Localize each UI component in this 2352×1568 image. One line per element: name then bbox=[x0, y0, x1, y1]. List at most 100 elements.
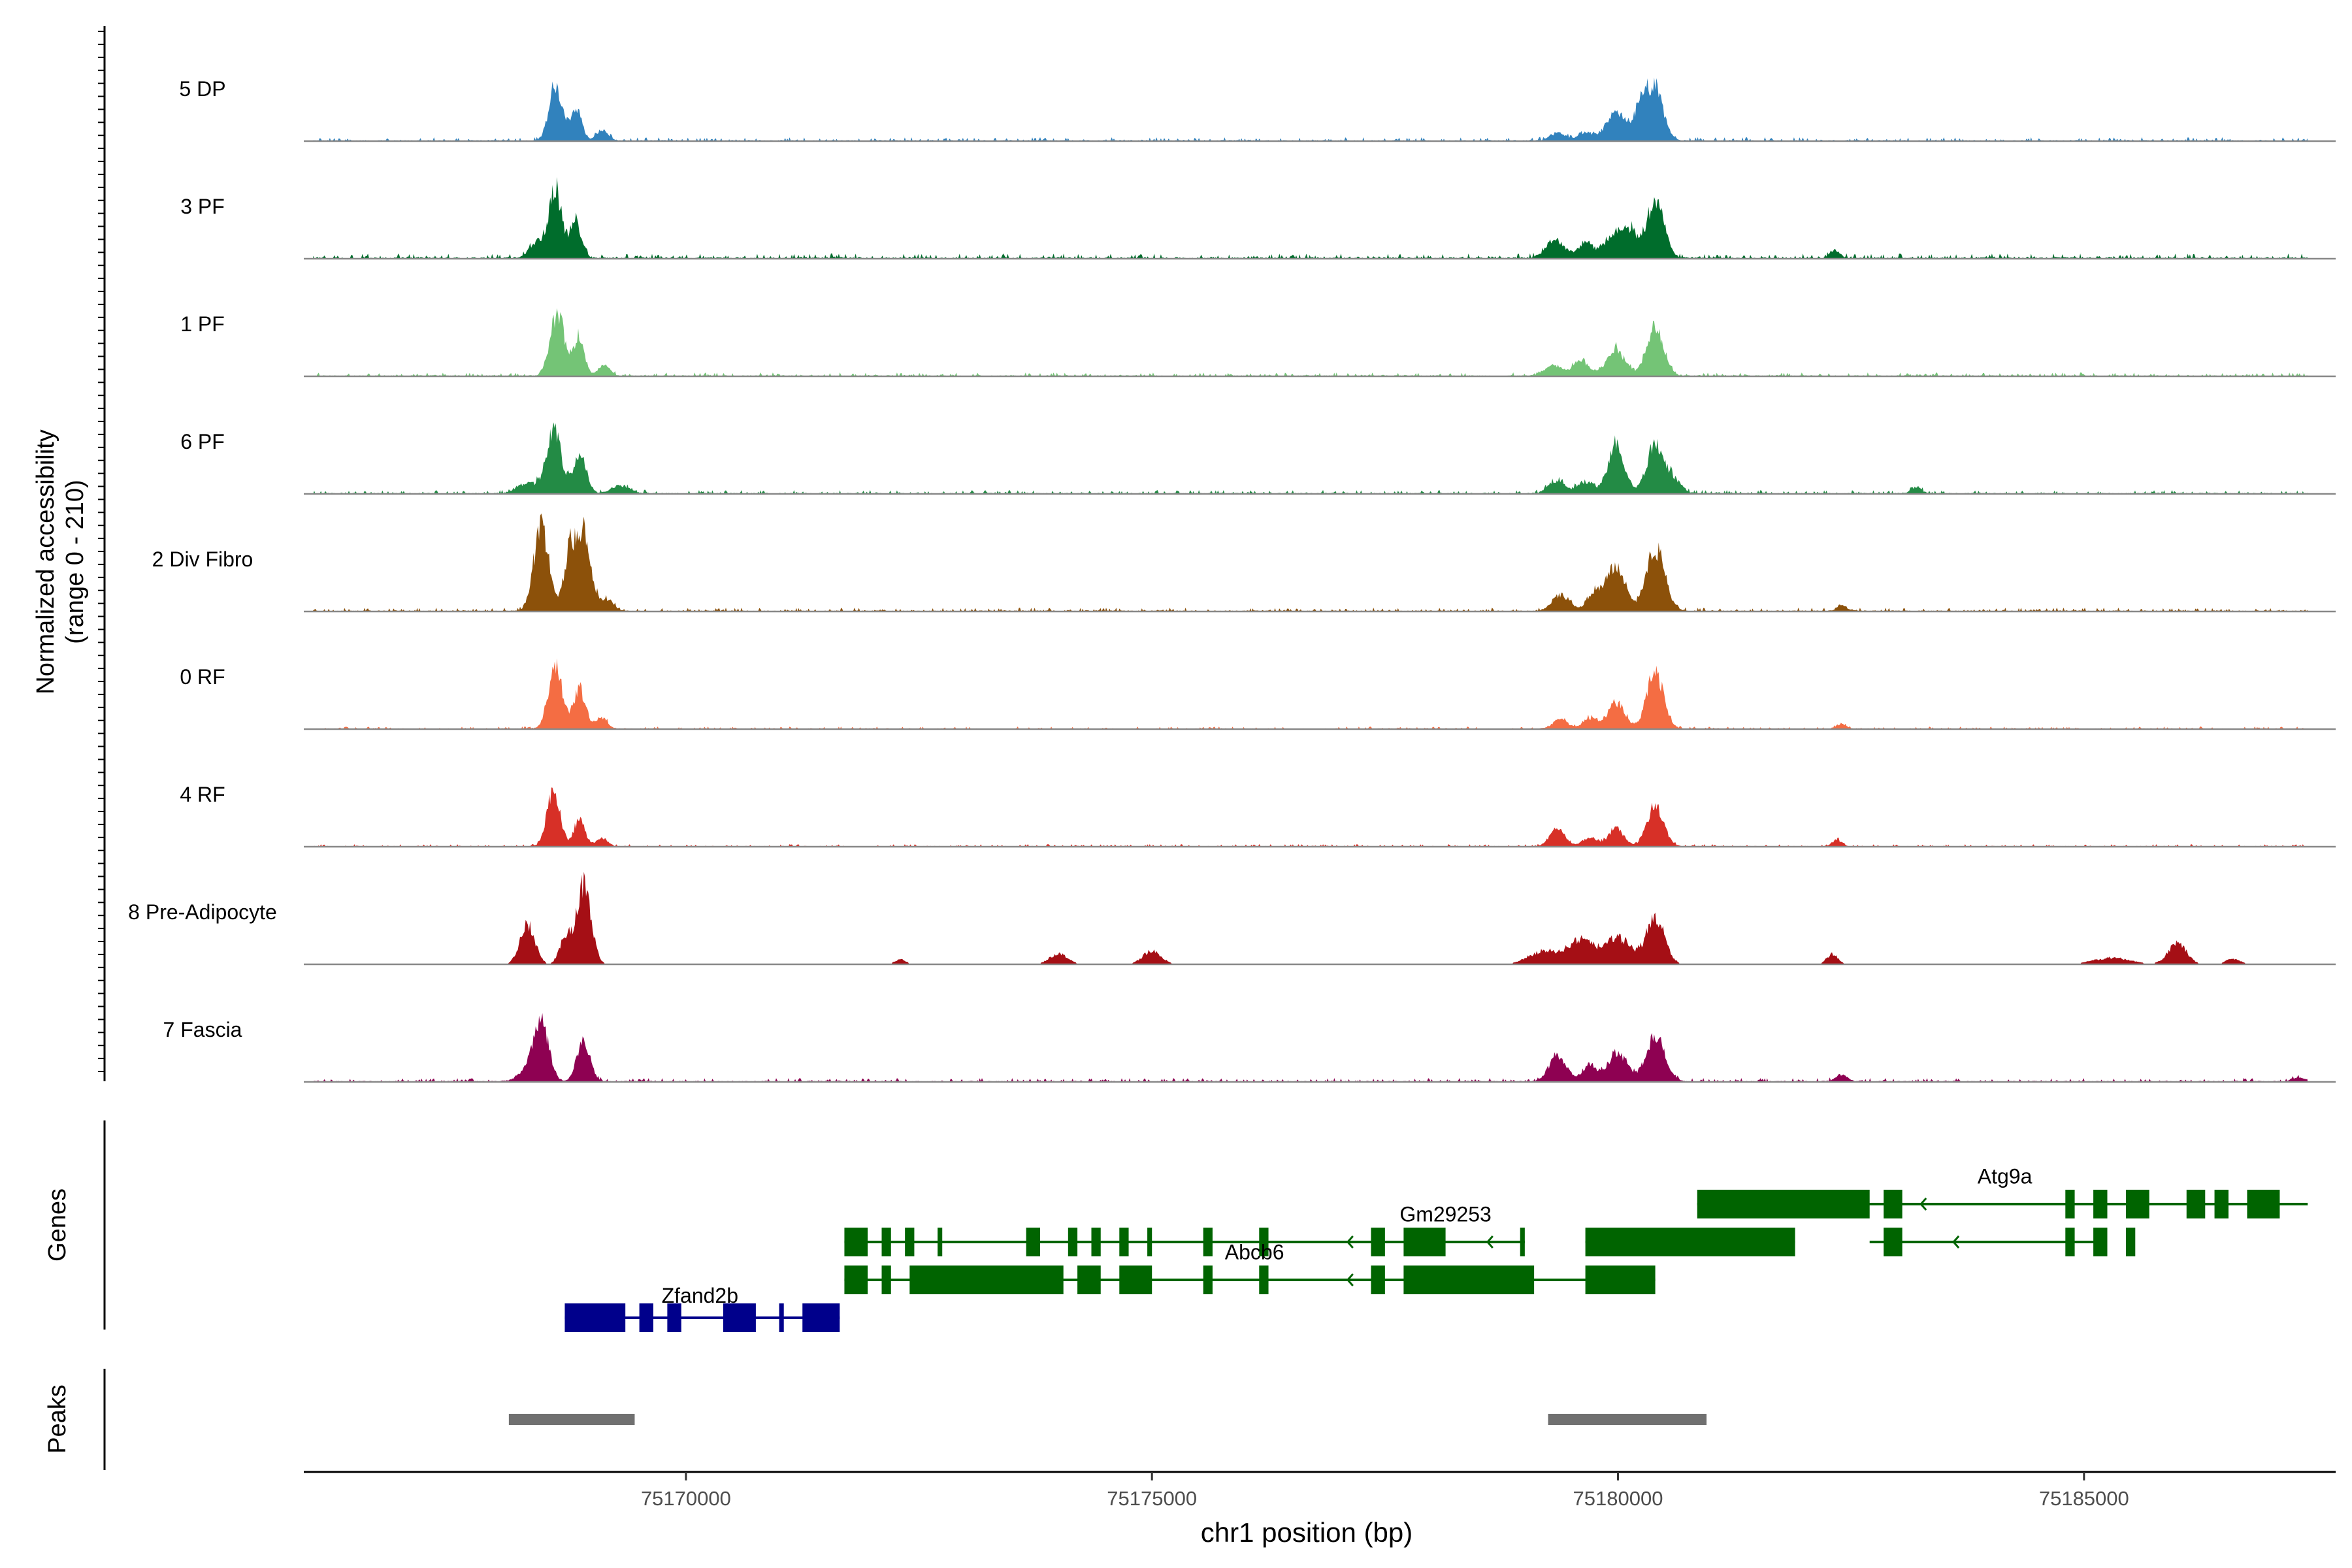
gene-exon bbox=[2065, 1228, 2075, 1256]
strand-arrow bbox=[1952, 1235, 1960, 1249]
gene-exon bbox=[1203, 1228, 1213, 1256]
track-6: 0 RF bbox=[180, 658, 2336, 730]
gene-exon bbox=[1697, 1190, 1870, 1218]
gene-exon bbox=[2247, 1190, 2280, 1218]
gene-exon bbox=[1026, 1228, 1041, 1256]
gene-exon bbox=[2186, 1190, 2206, 1218]
strand-arrow bbox=[1346, 1235, 1354, 1249]
track-1: 5 DP bbox=[179, 77, 2336, 142]
coverage-y-axis bbox=[98, 26, 106, 1081]
gene-exon bbox=[2093, 1228, 2108, 1256]
gene-exon bbox=[1119, 1228, 1129, 1256]
gene-exon bbox=[1585, 1266, 1656, 1294]
gene-label: Gm29253 bbox=[1399, 1203, 1492, 1226]
track-7: 4 RF bbox=[180, 783, 2336, 848]
gene-exon bbox=[2126, 1190, 2149, 1218]
x-tick-label: 75185000 bbox=[2039, 1487, 2129, 1510]
peak-region bbox=[508, 1414, 635, 1425]
gene-exon bbox=[1403, 1228, 1446, 1256]
gene-exon bbox=[2214, 1190, 2229, 1218]
gene-exon bbox=[881, 1266, 891, 1294]
x-axis: 75170000 75175000 75180000 75185000 bbox=[304, 1471, 2336, 1510]
gene-exon bbox=[1371, 1266, 1385, 1294]
gene-exon bbox=[1884, 1190, 1903, 1218]
genes-panel: Zfand2b Abcb6 Gm29253 Atg9a bbox=[103, 1120, 2308, 1332]
coverage-area bbox=[313, 1013, 2308, 1082]
gene-exon bbox=[1147, 1228, 1152, 1256]
track-3: 1 PF bbox=[180, 308, 2336, 378]
gene-atg9a-tx2- bbox=[1869, 1228, 2136, 1256]
genes-panel-label: Genes bbox=[44, 1188, 71, 1262]
coverage-area bbox=[313, 514, 2308, 612]
track-4: 6 PF bbox=[180, 422, 2336, 495]
coverage-area bbox=[313, 77, 2308, 141]
gene-zfand2b: Zfand2b bbox=[564, 1284, 840, 1332]
gene-exon bbox=[844, 1228, 868, 1256]
coverage-tracks: 5 DP 3 PF 1 PF 6 PF 2 Div Fibro 0 RF 4 RF 8 Pre… bbox=[128, 77, 2336, 1083]
gene-exon bbox=[1520, 1228, 1525, 1256]
gene-exon bbox=[1259, 1266, 1269, 1294]
x-axis-label: chr1 position (bp) bbox=[1201, 1517, 1413, 1548]
strand-arrow bbox=[1346, 1273, 1354, 1286]
gene-abcb6-tx2- bbox=[844, 1266, 1656, 1294]
gene-exon bbox=[844, 1266, 868, 1294]
track-label: 2 Div Fibro bbox=[152, 547, 253, 571]
x-tick-label: 75175000 bbox=[1107, 1487, 1197, 1510]
gene-gm29253: Gm29253 bbox=[1399, 1203, 1795, 1256]
gene-exon bbox=[938, 1228, 943, 1256]
gene-exon bbox=[667, 1303, 681, 1332]
track-9: 7 Fascia bbox=[163, 1013, 2336, 1083]
gene-exon bbox=[909, 1266, 1064, 1294]
gene-label: Atg9a bbox=[1978, 1165, 2033, 1188]
gene-exon bbox=[723, 1303, 756, 1332]
coverage-area bbox=[313, 658, 2308, 729]
peaks-panel bbox=[103, 1369, 1707, 1470]
track-2: 3 PF bbox=[180, 177, 2336, 260]
gene-exon bbox=[1259, 1228, 1269, 1256]
gene-exon bbox=[2065, 1190, 2075, 1218]
gene-exon bbox=[2126, 1228, 2136, 1256]
gene-label: Zfand2b bbox=[662, 1284, 738, 1307]
peaks-panel-label: Peaks bbox=[44, 1384, 71, 1454]
track-label: 3 PF bbox=[180, 195, 225, 218]
gene-exon bbox=[1371, 1228, 1385, 1256]
track-label: 5 DP bbox=[179, 77, 225, 101]
gene-exon bbox=[1077, 1266, 1101, 1294]
gene-exon bbox=[2093, 1190, 2108, 1218]
coverage-area bbox=[313, 787, 2308, 847]
strand-arrow bbox=[1919, 1198, 1927, 1211]
gene-atg9a: Atg9a bbox=[1697, 1165, 2308, 1218]
track-label: 7 Fascia bbox=[163, 1018, 242, 1041]
coverage-area bbox=[313, 308, 2308, 376]
gene-exon bbox=[1068, 1228, 1078, 1256]
gene-exon bbox=[1203, 1266, 1213, 1294]
track-label: 4 RF bbox=[180, 783, 225, 806]
x-tick-label: 75180000 bbox=[1573, 1487, 1663, 1510]
gene-label: Abcb6 bbox=[1225, 1241, 1284, 1264]
strand-arrow bbox=[1486, 1235, 1494, 1249]
track-label: 6 PF bbox=[180, 430, 225, 453]
track-8: 8 Pre-Adipocyte bbox=[128, 872, 2336, 966]
gene-exon bbox=[1585, 1228, 1795, 1256]
y-axis-label: Normalized accessibility bbox=[32, 429, 59, 694]
gene-exon bbox=[1119, 1266, 1152, 1294]
gene-exon bbox=[1403, 1266, 1535, 1294]
gene-exon bbox=[639, 1303, 653, 1332]
y-axis-range-label: (range 0 - 210) bbox=[61, 480, 89, 644]
gene-exon bbox=[1091, 1228, 1101, 1256]
gene-exon bbox=[905, 1228, 915, 1256]
x-tick-label: 75170000 bbox=[641, 1487, 731, 1510]
peak-region bbox=[1548, 1414, 1707, 1425]
track-label: 8 Pre-Adipocyte bbox=[128, 900, 277, 924]
gene-exon bbox=[881, 1228, 891, 1256]
gene-exon bbox=[802, 1303, 840, 1332]
coverage-area bbox=[313, 872, 2308, 964]
track-label: 1 PF bbox=[180, 312, 225, 336]
gene-exon bbox=[564, 1303, 626, 1332]
track-5: 2 Div Fibro bbox=[152, 514, 2336, 613]
gene-exon bbox=[779, 1303, 784, 1332]
gene-exon bbox=[1884, 1228, 1903, 1256]
gene-abcb6: Abcb6 bbox=[844, 1228, 1525, 1264]
coverage-area bbox=[313, 177, 2308, 259]
